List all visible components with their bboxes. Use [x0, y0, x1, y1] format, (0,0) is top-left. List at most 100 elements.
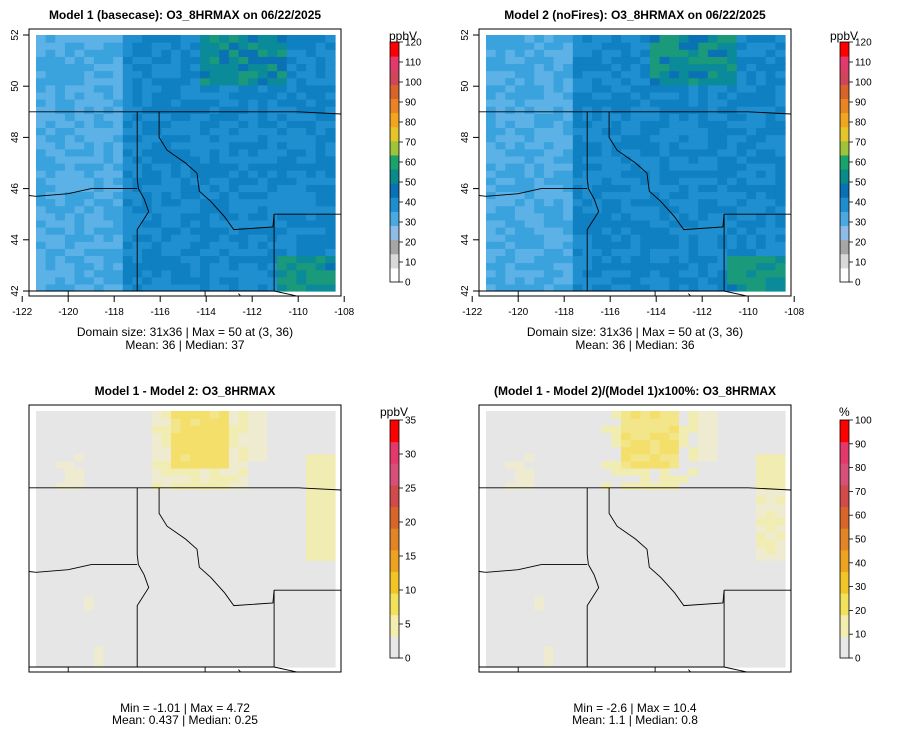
colorbar-tick-label: 35 [405, 416, 417, 427]
grid-cell [486, 603, 497, 611]
grid-cell [756, 113, 767, 121]
grid-cell [611, 276, 622, 285]
grid-cell [486, 439, 497, 448]
grid-cell [486, 638, 497, 647]
grid-cell [151, 77, 162, 86]
grid-cell [534, 106, 545, 114]
grid-cell [219, 439, 230, 448]
grid-cell [113, 603, 124, 611]
grid-cell [315, 170, 326, 178]
grid-cell [669, 460, 680, 469]
grid-cell [765, 141, 776, 150]
grid-cell [93, 524, 105, 533]
grid-cell [209, 425, 220, 433]
grid-cell [161, 418, 172, 426]
grid-cell [640, 553, 651, 561]
grid-cell [611, 219, 622, 228]
grid-cell [486, 141, 497, 150]
grid-cell [103, 446, 114, 455]
grid-cell [756, 120, 767, 129]
grid-cell [553, 77, 564, 86]
grid-cell [775, 127, 786, 136]
grid-cell [171, 205, 182, 214]
grid-cell [296, 113, 307, 121]
grid-cell [775, 503, 786, 512]
grid-cell [219, 191, 230, 200]
grid-cell [563, 227, 574, 235]
grid-cell [572, 99, 584, 107]
grid-cell [238, 617, 249, 625]
grid-cell [601, 234, 612, 242]
grid-cell [171, 42, 182, 50]
grid-cell [775, 432, 786, 441]
grid-cell [601, 49, 612, 57]
grid-cell [93, 248, 105, 257]
grid-cell [325, 560, 336, 569]
grid-cell [277, 269, 288, 278]
stats-line-2: Mean: 0.437 | Median: 0.25 [112, 713, 258, 727]
grid-cell [505, 645, 516, 654]
grid-cell [180, 184, 191, 193]
grid-cell [717, 425, 728, 433]
grid-cell [199, 631, 211, 640]
grid-cell [103, 35, 114, 43]
grid-cell [688, 539, 699, 547]
grid-cell [277, 141, 288, 150]
grid-cell [238, 631, 249, 640]
grid-cell [122, 659, 134, 668]
grid-cell [514, 418, 526, 426]
grid-cell [765, 453, 776, 462]
grid-cell [199, 255, 211, 264]
grid-cell [171, 546, 182, 554]
colorbar-step [390, 614, 399, 637]
grid-cell [103, 467, 114, 476]
grid-cell [306, 148, 317, 157]
grid-cell [64, 638, 76, 647]
grid-cell [277, 255, 288, 264]
grid-cell [306, 120, 317, 129]
grid-cell [122, 475, 134, 483]
grid-cell [505, 198, 516, 207]
grid-cell [36, 560, 47, 569]
grid-cell [688, 524, 699, 533]
grid-cell [325, 84, 336, 93]
grid-cell [199, 432, 211, 441]
grid-cell [142, 432, 153, 441]
southern-border [29, 290, 299, 296]
grid-cell [736, 120, 748, 129]
grid-cell [277, 617, 288, 625]
grid-cell [534, 84, 545, 93]
grid-cell [514, 631, 526, 640]
grid-cell [640, 524, 651, 533]
grid-cell [122, 155, 134, 164]
grid-cell [286, 603, 298, 611]
grid-cell [64, 460, 76, 469]
grid-cell [659, 255, 670, 264]
grid-cell [717, 418, 728, 426]
grid-cell [717, 659, 728, 668]
grid-cell [74, 418, 85, 426]
grid-cell [659, 517, 670, 526]
grid-cell [765, 610, 776, 618]
grid-cell [228, 503, 240, 512]
grid-cell [55, 432, 66, 441]
grid-cell [180, 49, 191, 57]
grid-cell [765, 170, 776, 178]
grid-cell [151, 283, 162, 292]
grid-cell [238, 276, 249, 285]
grid-cell [257, 574, 269, 583]
grid-cell [36, 205, 47, 214]
grid-cell [219, 248, 230, 257]
grid-cell [601, 141, 612, 150]
grid-cell [688, 99, 699, 107]
grid-cell [649, 127, 661, 136]
grid-cell [180, 432, 191, 441]
grid-cell [180, 120, 191, 129]
grid-cell [74, 141, 85, 150]
grid-cell [161, 205, 172, 214]
grid-cell [678, 574, 690, 583]
grid-cell [315, 638, 326, 647]
grid-cell [190, 531, 201, 540]
grid-cell [698, 77, 709, 86]
grid-cell [142, 91, 153, 100]
